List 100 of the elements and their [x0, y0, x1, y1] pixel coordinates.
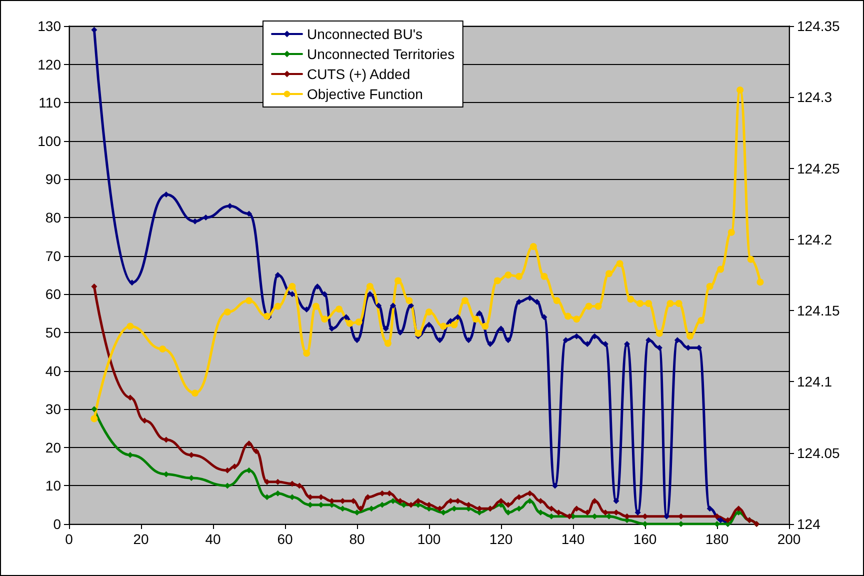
point [450, 321, 458, 328]
point [321, 316, 328, 323]
point [408, 502, 414, 508]
point [304, 306, 310, 312]
point [706, 506, 713, 512]
point [246, 440, 252, 447]
x-tick-label: 60 [277, 531, 293, 547]
point [541, 314, 548, 320]
x-tick-label: 100 [417, 531, 441, 547]
point [472, 316, 480, 323]
point [274, 272, 281, 278]
point [390, 302, 396, 309]
point [552, 482, 558, 489]
point [253, 448, 260, 454]
point [448, 318, 454, 324]
point [717, 266, 724, 273]
point [129, 280, 135, 286]
y-tick-label: 100 [38, 132, 62, 149]
point [516, 272, 522, 280]
point [232, 464, 238, 470]
x-tick-label: 200 [777, 531, 801, 547]
point [390, 498, 396, 504]
point [656, 344, 662, 351]
point [408, 302, 414, 309]
point [440, 322, 447, 330]
point [636, 300, 644, 307]
point [426, 308, 432, 316]
point [159, 345, 166, 352]
point [494, 277, 501, 284]
y2-tick-label: 124.35 [797, 18, 840, 34]
x-tick-label: 80 [349, 531, 365, 547]
y-tick-label: 80 [45, 210, 62, 226]
point [516, 298, 522, 305]
point [355, 318, 362, 326]
point [706, 282, 714, 290]
point [476, 310, 482, 316]
point [564, 312, 572, 320]
point [574, 333, 580, 340]
point [498, 326, 504, 332]
point [382, 326, 389, 332]
point [426, 322, 432, 328]
point [414, 330, 422, 337]
x-tick-label: 20 [133, 531, 149, 547]
point [516, 506, 522, 512]
x-tick-label: 0 [65, 531, 74, 547]
point [366, 282, 374, 290]
y-tick-label: 120 [38, 56, 62, 72]
point [548, 506, 554, 512]
y2-tick-label: 124.25 [797, 160, 840, 176]
point [366, 291, 373, 298]
y-tick-label: 20 [45, 439, 62, 456]
point [540, 272, 548, 280]
point [346, 320, 354, 327]
x-tick-label: 120 [489, 531, 513, 547]
point [462, 297, 468, 304]
point [322, 291, 328, 298]
y2-tick-label: 124.2 [797, 231, 832, 248]
point [718, 517, 724, 524]
point [666, 300, 674, 307]
legend-label: Objective Function [307, 86, 423, 102]
y2-tick-label: 124.15 [797, 302, 840, 319]
y-tick-label: 60 [45, 286, 62, 302]
legend-label: CUTS (+) Added [307, 66, 410, 82]
point [91, 283, 98, 290]
x-tick-label: 40 [205, 531, 221, 547]
point [592, 498, 598, 504]
point [246, 297, 252, 304]
point [466, 337, 472, 344]
point [747, 256, 754, 263]
point [246, 210, 252, 217]
point [274, 302, 282, 310]
point [606, 270, 612, 278]
y2-tick-label: 124 [797, 516, 821, 532]
y-tick-label: 50 [45, 324, 62, 340]
y-tick-label: 70 [45, 248, 62, 264]
point [530, 243, 537, 250]
point [498, 498, 504, 504]
y-tick-label: 40 [45, 362, 62, 379]
y2-tick-label: 124.1 [797, 374, 832, 390]
y-tick-label: 30 [45, 401, 62, 418]
point [482, 322, 489, 330]
point [224, 308, 231, 316]
point [728, 228, 735, 236]
point [656, 330, 663, 337]
y-tick-label: 110 [38, 94, 62, 111]
point [354, 337, 360, 344]
point [343, 314, 350, 320]
point [613, 498, 620, 504]
point [376, 302, 382, 309]
y2-tick-label: 124.05 [797, 444, 840, 461]
point [126, 322, 134, 330]
point [288, 282, 296, 290]
point [664, 513, 670, 520]
point [504, 272, 512, 278]
point [192, 218, 198, 224]
point [675, 300, 682, 307]
point [397, 329, 404, 336]
point [336, 306, 342, 313]
point [646, 337, 652, 344]
x-tick-label: 180 [705, 531, 729, 547]
